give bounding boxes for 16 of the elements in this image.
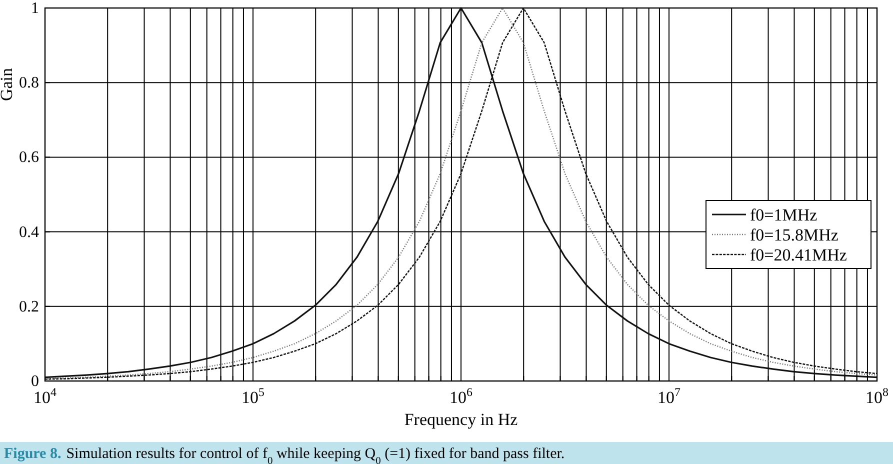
x-axis-title: Frequency in Hz (404, 410, 518, 429)
y-tick-label: 0.6 (19, 149, 39, 166)
y-tick-label: 0.2 (19, 298, 39, 316)
y-axis-title: Gain (0, 67, 16, 102)
y-tick-label: 0.4 (19, 224, 39, 241)
legend-label: f0=15.8MHz (750, 226, 839, 244)
y-tick-label: 1 (31, 0, 39, 17)
x-tick-label: 10$^{8}$ (866, 385, 889, 407)
x-tick-label: 10$^{6}$ (450, 385, 473, 407)
legend-label: f0=1MHz (750, 206, 818, 224)
caption: Figure 8. (4, 446, 62, 462)
text: Simulation results for control of f$_{0}$ while keeping Q$_{0}$ (=1) fixed for band pass filter. (66, 446, 565, 464)
x-tick-label: 10$^{5}$ (242, 385, 265, 407)
legend-label: f0=20.41MHz (750, 246, 848, 264)
x-tick-label: 10$^{7}$ (658, 385, 681, 407)
y-tick-label: 0.8 (19, 74, 39, 92)
